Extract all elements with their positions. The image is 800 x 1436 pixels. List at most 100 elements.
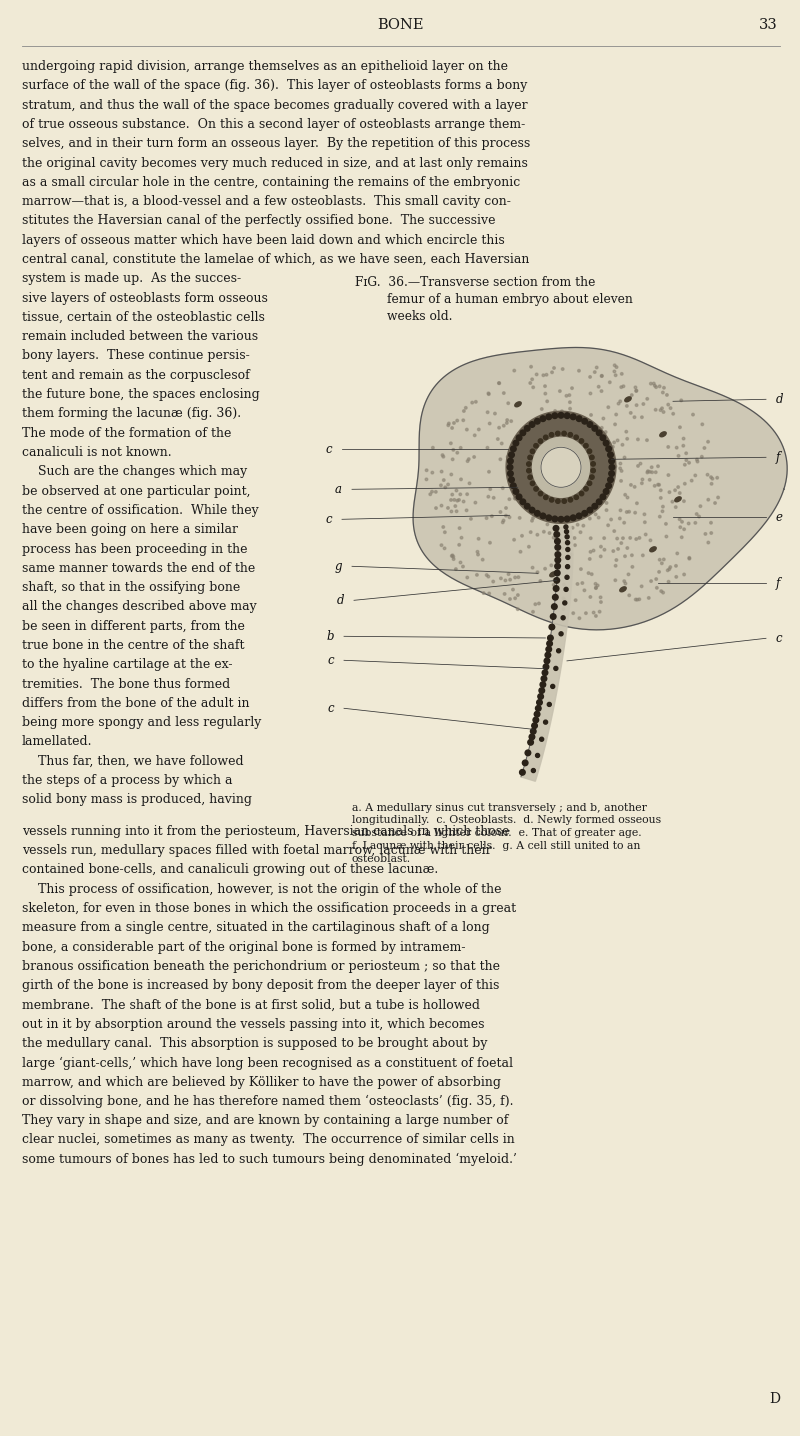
Circle shape [688,557,690,559]
Circle shape [687,523,690,524]
Text: f: f [776,577,780,590]
Circle shape [710,531,713,534]
Circle shape [618,517,621,520]
Circle shape [666,569,669,572]
Circle shape [546,432,549,435]
Circle shape [662,505,664,508]
Circle shape [552,516,558,521]
Text: shaft, so that in the ossifying bone: shaft, so that in the ossifying bone [22,582,240,595]
Circle shape [594,586,598,589]
Circle shape [576,583,579,586]
Circle shape [508,458,514,464]
Ellipse shape [515,402,521,406]
Circle shape [630,554,633,557]
Circle shape [695,513,698,516]
Circle shape [566,516,569,518]
Circle shape [621,372,623,375]
Circle shape [554,409,556,412]
Circle shape [572,612,574,615]
Text: be observed at one particular point,: be observed at one particular point, [22,484,250,498]
Circle shape [544,385,546,388]
Circle shape [601,375,603,378]
Text: skeleton, for even in those bones in which the ossification proceeds in a great: skeleton, for even in those bones in whi… [22,902,516,915]
Circle shape [500,577,502,580]
Circle shape [707,498,710,501]
Circle shape [624,554,626,557]
Circle shape [571,527,574,528]
Circle shape [628,595,630,596]
Circle shape [603,537,606,540]
Circle shape [544,495,548,500]
Text: the centre of ossification.  While they: the centre of ossification. While they [22,504,258,517]
Text: the future bone, the spaces enclosing: the future bone, the spaces enclosing [22,388,260,401]
Circle shape [452,448,454,451]
Circle shape [608,448,610,451]
Circle shape [530,481,534,485]
Circle shape [562,431,566,435]
Circle shape [643,513,646,516]
Circle shape [626,511,628,513]
Circle shape [540,416,546,422]
Circle shape [608,452,614,458]
Circle shape [552,583,555,586]
Circle shape [553,595,558,600]
Circle shape [529,507,532,510]
Circle shape [476,550,478,553]
Circle shape [529,503,531,505]
Circle shape [502,487,504,490]
Circle shape [535,373,538,376]
Circle shape [534,487,538,491]
Text: marrow, and which are believed by Kölliker to have the power of absorbing: marrow, and which are believed by Köllik… [22,1076,501,1088]
Circle shape [600,389,603,392]
Circle shape [635,404,638,406]
Circle shape [490,516,493,517]
Circle shape [462,566,464,567]
Text: c: c [327,702,334,715]
Circle shape [537,699,542,705]
Circle shape [451,426,454,429]
Circle shape [453,422,455,424]
Circle shape [517,593,519,596]
Circle shape [563,424,566,426]
Circle shape [509,477,514,482]
Circle shape [682,444,685,447]
Circle shape [442,478,445,481]
Circle shape [459,561,462,564]
Circle shape [538,602,540,605]
Text: c: c [326,442,332,455]
Circle shape [584,487,588,491]
Circle shape [466,508,468,511]
Circle shape [508,516,511,518]
Circle shape [602,444,604,447]
Text: tent and remain as the corpusclesof: tent and remain as the corpusclesof [22,369,250,382]
Circle shape [534,439,536,442]
Circle shape [634,599,637,600]
Circle shape [540,737,544,741]
Circle shape [533,717,538,722]
Circle shape [431,447,434,449]
Circle shape [529,382,531,385]
Polygon shape [521,526,573,781]
Circle shape [707,541,710,544]
Circle shape [619,401,622,402]
Circle shape [614,373,617,376]
Ellipse shape [650,547,656,551]
Circle shape [519,550,522,553]
Circle shape [535,754,539,757]
Text: a. A medullary sinus cut transversely ; and b, another
longitudinally.  c. Osteo: a. A medullary sinus cut transversely ; … [352,803,661,864]
Polygon shape [506,411,616,523]
Circle shape [552,491,554,494]
Circle shape [643,521,646,524]
Circle shape [454,505,457,507]
Circle shape [614,424,616,425]
Circle shape [450,554,453,557]
Circle shape [633,416,636,418]
Circle shape [675,576,678,579]
Text: FɪG.  36.—Transverse section from the: FɪG. 36.—Transverse section from the [355,276,595,289]
Circle shape [530,365,532,368]
Text: vessels running into it from the periosteum, Haversian canals in which those: vessels running into it from the periost… [22,824,510,837]
Circle shape [478,428,480,431]
Circle shape [452,556,454,559]
Circle shape [559,632,563,636]
Circle shape [522,464,524,467]
